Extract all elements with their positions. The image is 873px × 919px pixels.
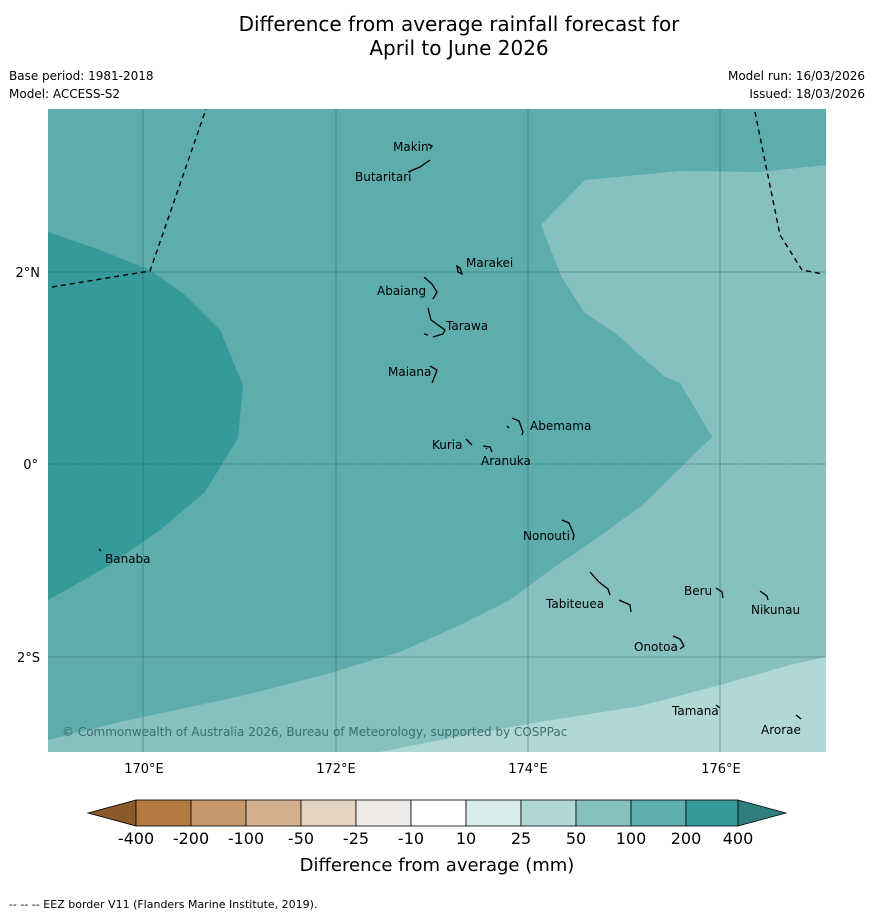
aranuka-outline xyxy=(482,445,493,453)
colorbar-segment-5 xyxy=(355,799,412,827)
graticule xyxy=(48,109,826,752)
model-text: Model: ACCESS-S2 xyxy=(9,87,121,101)
label-nikunau: Nikunau xyxy=(751,603,800,617)
tick-neg400: -400 xyxy=(118,829,154,848)
butaritari-outline xyxy=(407,159,431,173)
tick-neg25: -25 xyxy=(343,829,369,848)
tick-neg100: -100 xyxy=(228,829,264,848)
label-aranuka: Aranuka xyxy=(481,454,531,468)
tarawa-outline xyxy=(423,307,446,338)
base-period-text: Base period: 1981-2018 xyxy=(9,69,154,83)
colorbar-ticks: -400 -200 -100 -50 -25 -10 10 25 50 100 … xyxy=(118,829,753,848)
label-maiana: Maiana xyxy=(388,365,431,379)
lon-label-172e: 172°E xyxy=(316,762,356,777)
label-beru: Beru xyxy=(684,584,712,598)
nonouti-outline xyxy=(561,519,575,541)
colorbar-high-arrow xyxy=(737,799,788,827)
footer-note: -- -- -- EEZ border V11 (Flanders Marine… xyxy=(9,898,318,911)
tick-400: 400 xyxy=(723,829,754,848)
model-run-text: Model run: 16/03/2026 xyxy=(727,69,865,83)
map-title: Difference from average rainfall forecas… xyxy=(0,12,873,60)
abemama-outline xyxy=(506,417,524,436)
label-tamana: Tamana xyxy=(671,704,719,718)
region-50-100 xyxy=(48,109,826,752)
lon-label-174e: 174°E xyxy=(508,762,548,777)
tick-100: 100 xyxy=(616,829,647,848)
lon-label-176e: 176°E xyxy=(701,762,741,777)
lat-label-2s: 2°S xyxy=(17,651,40,666)
map-area: Makin Butaritari Marakei Abaiang Tarawa … xyxy=(48,109,826,752)
nikunau-outline xyxy=(759,590,769,601)
kuria-outline xyxy=(465,438,473,446)
lon-axis-labels: 170°E 172°E 174°E 176°E xyxy=(124,762,741,777)
beru-outline xyxy=(715,587,724,599)
colorbar-segment-1 xyxy=(135,799,192,827)
banaba-outline xyxy=(98,548,102,552)
eez-border xyxy=(51,109,824,288)
meta-right: Model run: 16/03/2026 Issued: 18/03/2026 xyxy=(728,67,865,103)
colorbar-segment-8 xyxy=(520,799,577,827)
colorbar-low-arrow xyxy=(86,799,137,827)
maiana-outline xyxy=(429,365,438,384)
issued-text: Issued: 18/03/2026 xyxy=(749,87,865,101)
label-arorae: Arorae xyxy=(761,723,801,737)
colorbar-segment-6 xyxy=(410,799,467,827)
tick-50: 50 xyxy=(566,829,586,848)
tick-neg10: -10 xyxy=(398,829,424,848)
lon-label-170e: 170°E xyxy=(124,762,164,777)
label-banaba: Banaba xyxy=(105,552,151,566)
tick-25: 25 xyxy=(511,829,531,848)
tick-200: 200 xyxy=(671,829,702,848)
label-kuria: Kuria xyxy=(432,438,463,452)
lat-label-2n: 2°N xyxy=(16,266,41,281)
colorbar-segment-3 xyxy=(245,799,302,827)
label-butaritari: Butaritari xyxy=(355,170,412,184)
meta-left: Base period: 1981-2018 Model: ACCESS-S2 xyxy=(9,67,154,103)
title-line-1: Difference from average rainfall forecas… xyxy=(238,12,680,36)
title-line-2: April to June 2026 xyxy=(369,36,549,60)
abaiang-outline xyxy=(423,276,438,300)
colorbar-segment-2 xyxy=(190,799,247,827)
label-tarawa: Tarawa xyxy=(445,319,488,333)
island-outlines xyxy=(98,143,802,720)
copyright-text: © Commonwealth of Australia 2026, Bureau… xyxy=(62,725,567,739)
island-labels: Makin Butaritari Marakei Abaiang Tarawa … xyxy=(105,140,801,737)
region-25-50 xyxy=(380,657,826,752)
label-abaiang: Abaiang xyxy=(377,284,426,298)
lat-label-0: 0° xyxy=(23,458,38,473)
label-abemama: Abemama xyxy=(530,419,591,433)
label-marakei: Marakei xyxy=(466,256,513,270)
tick-neg50: -50 xyxy=(288,829,314,848)
arorae-outline xyxy=(795,714,802,720)
tamana-outline xyxy=(715,704,721,709)
label-onotoa: Onotoa xyxy=(634,640,678,654)
onotoa-outline xyxy=(672,635,685,650)
tick-neg200: -200 xyxy=(173,829,209,848)
tabiteuea-outline xyxy=(589,571,632,613)
tick-10: 10 xyxy=(456,829,476,848)
lat-axis-labels: 2°N 0° 2°S xyxy=(16,266,41,666)
colorbar-title: Difference from average (mm) xyxy=(300,855,575,876)
label-nonouti: Nonouti xyxy=(523,529,570,543)
colorbar-segment-4 xyxy=(300,799,357,827)
colorbar: -400 -200 -100 -50 -25 -10 10 25 50 100 … xyxy=(86,799,788,876)
colorbar-segment-9 xyxy=(575,799,632,827)
marakei-outline xyxy=(456,264,464,276)
colorbar-segment-10 xyxy=(630,799,687,827)
colorbar-segment-11 xyxy=(685,799,739,827)
region-200-400 xyxy=(48,232,243,600)
label-makin: Makin xyxy=(393,140,429,154)
makin-outline xyxy=(427,143,433,150)
label-tabiteuea: Tabiteuea xyxy=(545,597,604,611)
colorbar-segment-7 xyxy=(465,799,522,827)
